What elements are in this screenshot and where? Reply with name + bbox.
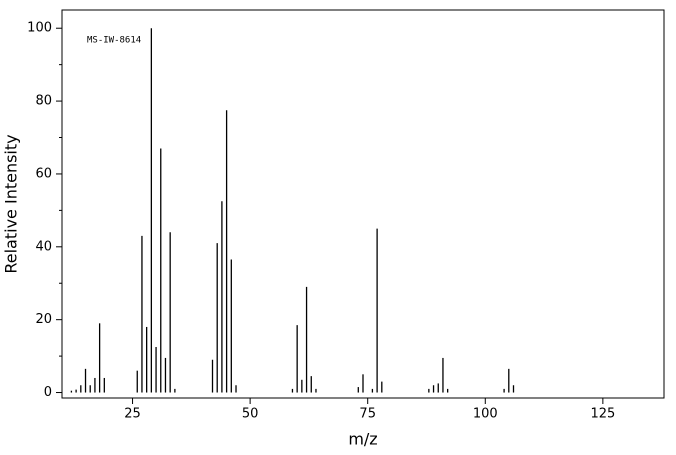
x-axis-label: m/z xyxy=(348,430,377,449)
x-tick-label: 25 xyxy=(124,407,141,422)
x-tick-label: 75 xyxy=(359,407,376,422)
y-tick-label: 0 xyxy=(44,385,52,400)
plot-frame xyxy=(61,9,665,399)
y-tick-label: 40 xyxy=(35,239,52,254)
x-tick-label: 100 xyxy=(473,407,498,422)
annotation: MS-IW-8614 xyxy=(87,36,141,46)
y-tick-label: 20 xyxy=(35,312,52,327)
y-tick-label: 80 xyxy=(35,94,52,109)
x-tick-label: 125 xyxy=(590,407,615,422)
y-axis-label: Relative Intensity xyxy=(2,134,21,273)
y-tick-label: 60 xyxy=(35,166,52,181)
x-tick-label: 50 xyxy=(242,407,259,422)
y-tick-label: 100 xyxy=(27,21,52,36)
